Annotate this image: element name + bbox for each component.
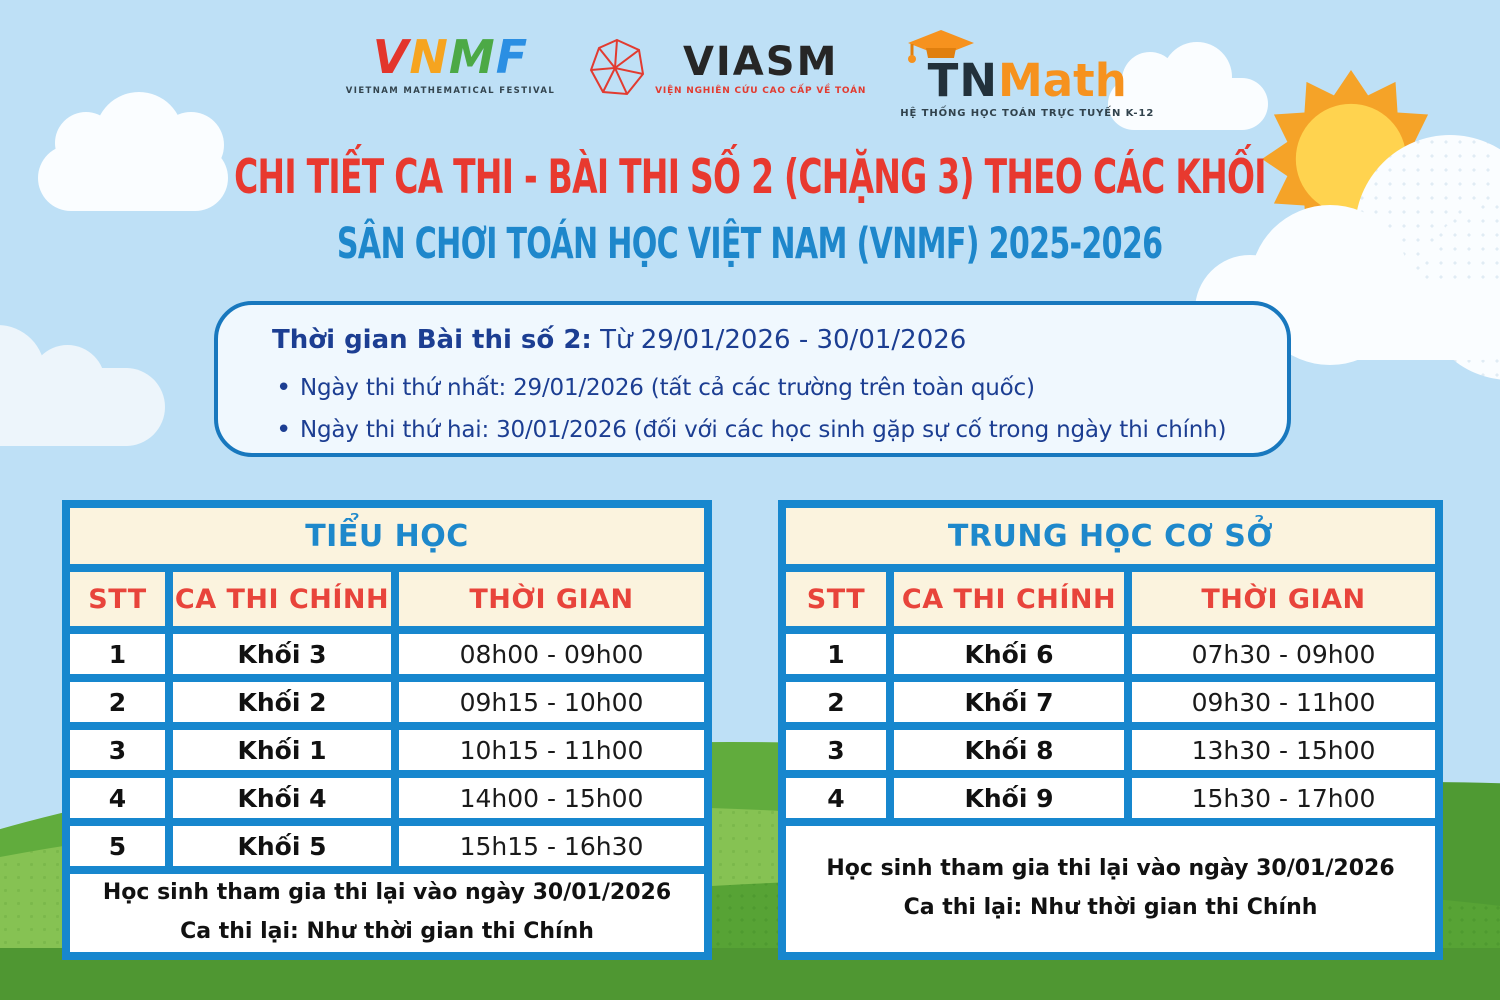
logo-row: VNMF VIETNAM MATHEMATICAL FESTIVAL VIASM… — [0, 30, 1500, 119]
column-header-stt: STT — [786, 572, 886, 626]
table-cell: 2 — [70, 682, 165, 722]
tnmath-tagline: HỆ THỐNG HỌC TOÁN TRỰC TUYẾN K-12 — [900, 108, 1155, 119]
vnmf-logo: VNMF VIETNAM MATHEMATICAL FESTIVAL — [346, 34, 555, 96]
info-bullet-2: Ngày thi thứ hai: 30/01/2026 (đối với cá… — [272, 409, 1263, 451]
table-cell: 1 — [786, 634, 886, 674]
table-cell: 14h00 - 15h00 — [399, 778, 704, 818]
table-cell: 09h15 - 10h00 — [399, 682, 704, 722]
viasm-polyhedron-icon — [590, 38, 645, 96]
table-cell: 4 — [70, 778, 165, 818]
page-subtitle: SÂN CHƠI TOÁN HỌC VIỆT NAM (VNMF) 2025-2… — [337, 219, 1163, 269]
column-header-time: THỜI GIAN — [399, 572, 704, 626]
info-bullet-list: Ngày thi thứ nhất: 29/01/2026 (tất cả cá… — [272, 367, 1263, 451]
table-cell: Khối 6 — [894, 634, 1124, 674]
table-cell: 15h30 - 17h00 — [1132, 778, 1435, 818]
table-cell: 10h15 - 11h00 — [399, 730, 704, 770]
graduation-cap-icon — [908, 30, 975, 63]
table-title: TIỂU HỌC — [70, 508, 704, 564]
column-header-session: CA THI CHÍNH — [894, 572, 1124, 626]
table-cell: Khối 2 — [173, 682, 391, 722]
table-cell: 09h30 - 11h00 — [1132, 682, 1435, 722]
table-cell: 1 — [70, 634, 165, 674]
table-title: TRUNG HỌC CƠ SỞ — [786, 508, 1435, 564]
info-heading: Thời gian Bài thi số 2: Từ 29/01/2026 - … — [272, 325, 967, 355]
table-cell: Khối 1 — [173, 730, 391, 770]
table-cell: 07h30 - 09h00 — [1132, 634, 1435, 674]
info-bullet-1: Ngày thi thứ nhất: 29/01/2026 (tất cả cá… — [272, 367, 1263, 409]
table-cell: 4 — [786, 778, 886, 818]
viasm-wordmark: VIASM — [682, 39, 839, 85]
table-cell: Khối 4 — [173, 778, 391, 818]
table-cell: 2 — [786, 682, 886, 722]
viasm-tagline: VIỆN NGHIÊN CỨU CAO CẤP VỀ TOÁN — [655, 86, 867, 96]
middle-school-table: TRUNG HỌC CƠ SỞ STT CA THI CHÍNH THỜI GI… — [778, 500, 1443, 960]
viasm-logo: VIASM VIỆN NGHIÊN CỨU CAO CẤP VỀ TOÁN — [589, 38, 866, 98]
table-cell: Khối 3 — [173, 634, 391, 674]
table-cell: Khối 9 — [894, 778, 1124, 818]
table-footer-note: Học sinh tham gia thi lại vào ngày 30/01… — [786, 826, 1435, 952]
table-cell: Khối 5 — [173, 826, 391, 866]
table-cell: 3 — [70, 730, 165, 770]
column-header-session: CA THI CHÍNH — [173, 572, 391, 626]
table-cell: Khối 8 — [894, 730, 1124, 770]
exam-time-info-box: Thời gian Bài thi số 2: Từ 29/01/2026 - … — [214, 301, 1291, 457]
primary-school-table: TIỂU HỌC STT CA THI CHÍNH THỜI GIAN 1 Kh… — [62, 500, 712, 960]
vnmf-tagline: VIETNAM MATHEMATICAL FESTIVAL — [345, 86, 556, 96]
table-cell: 08h00 - 09h00 — [399, 634, 704, 674]
tnmath-wordmark: TNMath — [927, 54, 1127, 107]
page-title: CHI TIẾT CA THI - BÀI THI SỐ 2 (CHẶNG 3)… — [234, 150, 1266, 205]
table-footer-note: Học sinh tham gia thi lại vào ngày 30/01… — [70, 874, 704, 952]
table-cell: Khối 7 — [894, 682, 1124, 722]
vnmf-wordmark: VNMF — [372, 30, 529, 84]
table-cell: 5 — [70, 826, 165, 866]
table-cell: 15h15 - 16h30 — [399, 826, 704, 866]
tnmath-logo: TNMath HỆ THỐNG HỌC TOÁN TRỰC TUYẾN K-12 — [900, 30, 1155, 119]
table-cell: 3 — [786, 730, 886, 770]
table-cell: 13h30 - 15h00 — [1132, 730, 1435, 770]
column-header-stt: STT — [70, 572, 165, 626]
column-header-time: THỜI GIAN — [1132, 572, 1435, 626]
